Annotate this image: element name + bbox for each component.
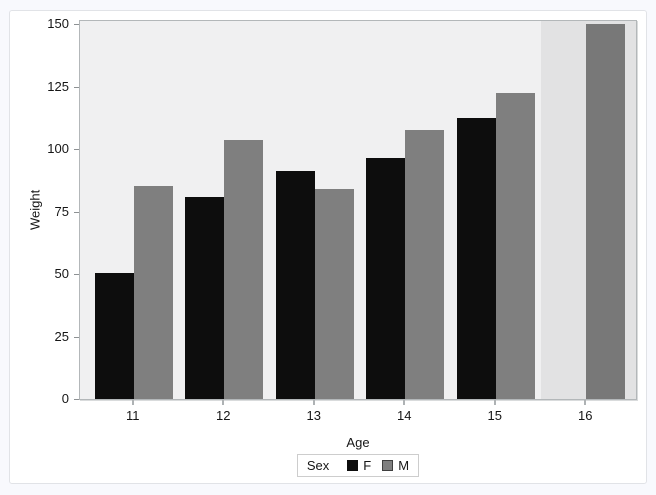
- x-tick-mark: [222, 400, 225, 405]
- x-tick-label: 12: [216, 408, 231, 423]
- x-tick-mark: [403, 400, 406, 405]
- legend-swatch-f-icon: [347, 460, 359, 471]
- x-tick-mark: [312, 400, 315, 405]
- x-tick-label: 14: [397, 408, 412, 423]
- legend: Sex F M: [79, 454, 637, 477]
- y-tick-label: 0: [61, 391, 69, 406]
- x-tick-label: 16: [578, 408, 593, 423]
- highlight-band: [541, 21, 636, 399]
- bar-f-12: [185, 197, 225, 399]
- y-tick-label: 100: [47, 141, 69, 156]
- y-tick-label: 75: [54, 203, 69, 219]
- x-tick-mark: [584, 400, 587, 405]
- y-tick-mark: [74, 211, 79, 213]
- x-tick-label: 11: [126, 408, 140, 423]
- legend-box: Sex F M: [296, 454, 420, 477]
- bar-f-14: [366, 158, 406, 399]
- output-panel: 0 25 50 75 100 125 150 11 12 13 14 15 16 Weight Age…: [9, 10, 647, 484]
- y-tick-mark: [74, 24, 79, 25]
- bar-m-12: [224, 140, 264, 399]
- bar-m-11: [133, 186, 173, 399]
- plot-area: [79, 20, 637, 400]
- y-tick-label: 25: [54, 328, 69, 344]
- y-tick-mark: [74, 336, 79, 338]
- legend-title: Sex: [306, 458, 330, 473]
- y-tick-mark: [74, 274, 79, 275]
- bar-f-11: [94, 273, 134, 399]
- bar-f-13: [275, 171, 315, 399]
- y-tick-mark: [74, 86, 79, 88]
- bar-m-14: [405, 130, 445, 399]
- legend-item-f: F: [347, 458, 371, 473]
- x-tick-label: 15: [487, 408, 502, 423]
- legend-swatch-m-icon: [382, 460, 394, 471]
- bar-f-15: [456, 118, 496, 399]
- y-tick-label: 125: [47, 78, 69, 94]
- y-tick-mark: [74, 149, 79, 150]
- y-tick-label: 50: [54, 266, 69, 281]
- y-tick-label: 150: [47, 16, 69, 31]
- x-tick-label: 13: [306, 408, 321, 423]
- x-tick-mark: [493, 400, 496, 405]
- legend-item-m: M: [382, 458, 409, 473]
- y-axis-title: Weight: [27, 189, 43, 231]
- x-axis-title: Age: [346, 435, 370, 450]
- bar-m-16: [586, 24, 626, 399]
- legend-label-f: F: [363, 458, 372, 473]
- bar-m-15: [495, 93, 535, 399]
- legend-label-m: M: [398, 458, 410, 473]
- x-tick-mark: [131, 400, 134, 405]
- bar-m-13: [314, 189, 354, 399]
- y-tick-mark: [74, 399, 79, 400]
